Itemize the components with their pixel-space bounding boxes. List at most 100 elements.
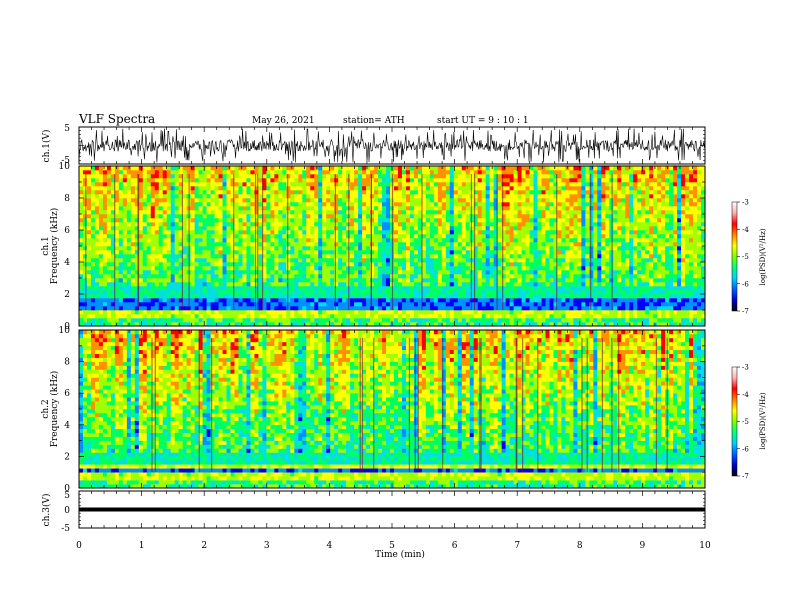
spectrogram-cell: [166, 166, 172, 171]
spectrogram-cell: [110, 222, 116, 227]
spectrogram-cell: [282, 306, 287, 311]
spectrogram-cell: [258, 322, 263, 327]
spectrogram-cell: [505, 214, 510, 219]
spectrogram-cell: [429, 278, 435, 283]
spectrogram-cell: [437, 294, 443, 299]
spectrogram-cell: [342, 302, 347, 307]
spectrogram-cell: [314, 258, 319, 263]
spectrogram-cell: [529, 226, 534, 231]
spectrogram-cell: [350, 234, 355, 239]
spectrogram-cell: [445, 278, 451, 283]
spectrogram-cell: [226, 290, 231, 295]
spectrogram-cell: [318, 238, 323, 243]
spectrogram-cell: [130, 166, 136, 171]
spectrogram-cell: [122, 234, 128, 239]
spectrogram-cell: [573, 278, 578, 283]
spectrogram-cell: [382, 206, 387, 211]
spectrogram-cell: [461, 258, 467, 263]
spectrogram-cell: [154, 310, 160, 315]
spectrogram-cell: [386, 250, 391, 255]
spectrogram-cell: [262, 298, 267, 303]
spectrogram-cell: [485, 262, 490, 267]
spectrogram-cell: [481, 266, 486, 271]
spectrogram-cell: [505, 178, 510, 183]
spectrogram-cell: [102, 294, 108, 299]
spectrogram-cell: [294, 190, 299, 195]
spectrogram-cell: [465, 202, 471, 207]
spectrogram-cell: [206, 230, 211, 235]
spectrogram-cell: [162, 302, 168, 307]
spectrogram-cell: [98, 234, 104, 239]
spectrogram-cell: [537, 190, 542, 195]
spectrogram-cell: [90, 286, 96, 291]
spectrogram-cell: [386, 258, 391, 263]
spectrogram-cell: [306, 294, 311, 299]
spectrogram-cell: [210, 282, 215, 287]
spectrogram-cell: [118, 190, 124, 195]
spectrogram-cell: [473, 182, 479, 187]
spectrogram-cell: [206, 186, 211, 191]
spectrogram-cell: [214, 238, 219, 243]
spectrogram-cell: [549, 234, 554, 239]
spectrogram-cell: [106, 282, 112, 287]
spectrogram-cell: [302, 286, 307, 291]
spectrogram-cell: [417, 210, 423, 215]
spectrogram-cell: [441, 230, 447, 235]
spectrogram-cell: [230, 214, 235, 219]
spectrogram-cell: [174, 314, 179, 319]
spectrogram-cell: [322, 234, 327, 239]
spectrogram-cell: [457, 170, 463, 175]
spectrogram-cell: [138, 294, 144, 299]
spectrogram-cell: [158, 238, 164, 243]
spectrogram-cell: [545, 238, 550, 243]
spectrogram-cell: [282, 238, 287, 243]
spectrogram-cell: [374, 182, 379, 187]
spectrogram-cell: [122, 250, 128, 255]
spectrogram-cell: [453, 178, 459, 183]
spectrogram-cell: [342, 250, 347, 255]
spectrogram-cell: [382, 174, 387, 179]
spectrogram-cell: [150, 254, 156, 259]
spectrogram-cell: [374, 274, 379, 279]
spectrogram-cell: [278, 222, 283, 227]
spectrogram-cell: [334, 298, 339, 303]
spectrogram-cell: [118, 314, 124, 319]
spectrogram-cell: [134, 298, 140, 303]
spectrogram-cell: [350, 218, 355, 223]
spectrogram-cell: [457, 306, 463, 311]
spectrogram-cell: [461, 310, 467, 315]
spectrogram-cell: [457, 302, 463, 307]
spectrogram-cell: [190, 186, 195, 191]
spectrogram-cell: [198, 290, 203, 295]
spectrogram-cell: [158, 170, 164, 175]
spectrogram-cell: [342, 214, 347, 219]
spectrogram-cell: [409, 190, 415, 195]
spectrogram-cell: [270, 206, 275, 211]
spectrogram-cell: [561, 190, 566, 195]
spectrogram-cell: [242, 194, 247, 199]
spectrogram-cell: [382, 186, 387, 191]
spectrogram-cell: [170, 314, 175, 319]
spectrogram-cell: [326, 230, 331, 235]
spectrogram-cell: [489, 262, 494, 267]
spectrogram-cell: [238, 238, 243, 243]
spectrogram-cell: [98, 274, 104, 279]
spectrogram-cell: [290, 262, 295, 267]
spectrogram-cell: [493, 230, 498, 235]
spectrogram-cell: [150, 306, 156, 311]
spectrogram-cell: [134, 226, 140, 231]
spectrogram-cell: [266, 174, 271, 179]
spectrogram-cell: [405, 190, 411, 195]
spectrogram-cell: [350, 210, 355, 215]
spectrogram-cell: [553, 226, 558, 231]
spectrogram-cell: [126, 246, 132, 251]
spectrogram-cell: [358, 266, 363, 271]
spectrogram-cell: [350, 190, 355, 195]
spectrogram-cell: [182, 166, 187, 171]
spectrogram-cell: [278, 318, 283, 323]
spectrogram-cell: [521, 186, 526, 191]
spectrogram-cell: [258, 186, 263, 191]
spectrogram-cell: [302, 206, 307, 211]
spectrogram-cell: [330, 314, 335, 319]
spectrogram-cell: [541, 174, 546, 179]
